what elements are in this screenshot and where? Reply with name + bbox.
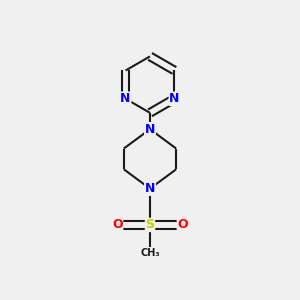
Text: N: N: [145, 123, 155, 136]
Text: CH₃: CH₃: [140, 248, 160, 257]
Text: O: O: [177, 218, 188, 231]
Text: N: N: [169, 92, 180, 105]
Text: N: N: [145, 182, 155, 195]
Text: O: O: [112, 218, 123, 231]
Text: S: S: [146, 218, 154, 231]
Text: N: N: [120, 92, 131, 105]
